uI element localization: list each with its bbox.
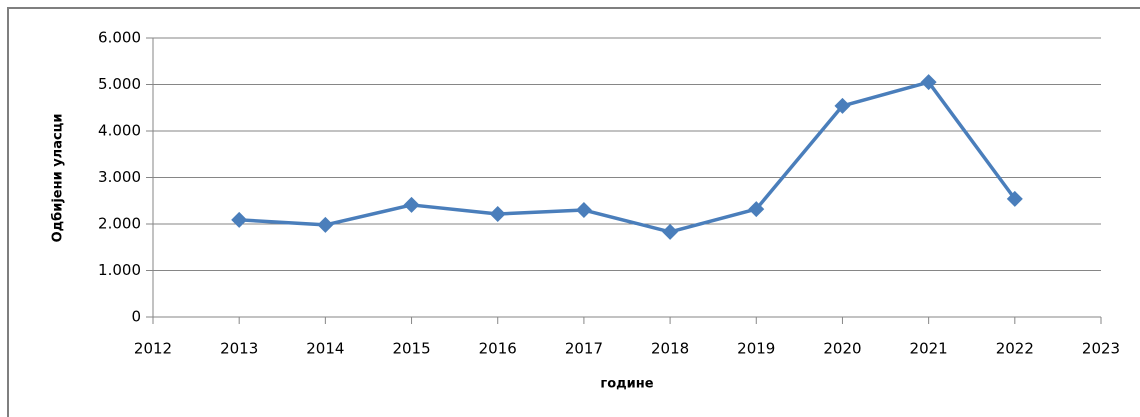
y-tick-label: 1.000 xyxy=(98,261,141,279)
y-tick-label: 3.000 xyxy=(98,168,141,186)
x-tick-label: 2013 xyxy=(220,340,258,358)
x-tick-label: 2018 xyxy=(651,340,689,358)
x-tick-label: 2021 xyxy=(910,340,948,358)
x-tick-label: 2019 xyxy=(737,340,775,358)
x-tick-label: 2016 xyxy=(479,340,517,358)
y-tick-label: 4.000 xyxy=(98,122,141,140)
marker xyxy=(834,97,851,114)
x-tick-label: 2014 xyxy=(306,340,344,358)
y-tick-label: 5.000 xyxy=(98,75,141,93)
chart-frame xyxy=(7,7,1140,417)
x-axis-title: године xyxy=(600,377,653,392)
marker xyxy=(317,216,334,233)
marker xyxy=(1006,190,1023,207)
marker xyxy=(748,201,765,218)
y-tick-label: 6.000 xyxy=(98,29,141,47)
x-tick-label: 2015 xyxy=(392,340,430,358)
marker xyxy=(662,223,679,240)
y-axis-title: Одбијени уласци xyxy=(51,114,66,243)
x-tick-label: 2017 xyxy=(565,340,603,358)
marker xyxy=(403,196,420,213)
y-tick-label: 0 xyxy=(131,308,141,326)
x-tick-label: 2020 xyxy=(823,340,861,358)
marker xyxy=(489,206,506,223)
x-tick-label: 2022 xyxy=(996,340,1034,358)
y-tick-label: 2.000 xyxy=(98,215,141,233)
line xyxy=(239,80,1017,234)
x-tick-label: 2023 xyxy=(1082,340,1120,358)
x-tick-label: 2012 xyxy=(134,340,172,358)
marker xyxy=(575,202,592,219)
marker xyxy=(920,74,937,91)
marker xyxy=(231,211,248,228)
